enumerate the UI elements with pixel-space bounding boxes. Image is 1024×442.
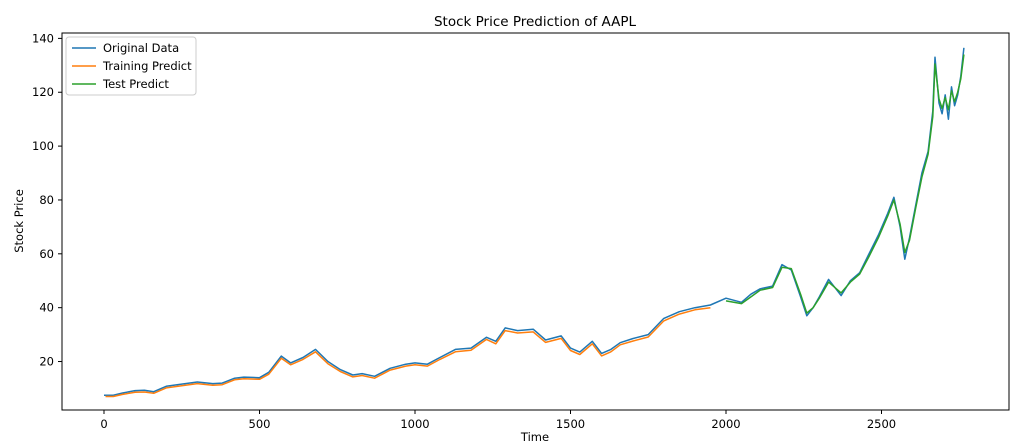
y-tick-label: 40 — [39, 301, 54, 315]
series-line-training-predict — [105, 306, 711, 398]
legend-label-original: Original Data — [103, 41, 179, 55]
y-axis: 20 40 60 80 100 120 140 — [32, 31, 62, 369]
x-tick-label: 0 — [100, 417, 107, 431]
legend-label-test: Test Predict — [102, 77, 169, 91]
plot-lines — [104, 47, 965, 398]
y-axis-title: Stock Price — [12, 189, 26, 253]
legend: Original Data Training Predict Test Pred… — [65, 36, 197, 96]
x-tick-label: 2500 — [867, 417, 896, 431]
x-tick-label: 500 — [249, 417, 271, 431]
series-line-test-predict — [725, 54, 965, 314]
chart-title: Stock Price Prediction of AAPL — [434, 14, 637, 30]
y-tick-label: 100 — [32, 139, 54, 153]
x-axis-title: Time — [520, 430, 549, 442]
y-tick-label: 60 — [39, 247, 54, 261]
x-tick-label: 2000 — [711, 417, 740, 431]
x-tick-label: 1500 — [556, 417, 585, 431]
y-tick-label: 140 — [32, 31, 54, 45]
plot-frame — [61, 32, 1010, 411]
x-tick-label: 1000 — [400, 417, 429, 431]
y-tick-label: 120 — [32, 85, 54, 99]
y-tick-label: 80 — [39, 193, 54, 207]
y-tick-label: 20 — [39, 355, 54, 369]
legend-label-training: Training Predict — [102, 59, 192, 73]
x-axis: 0 500 1000 1500 2000 2500 — [100, 410, 896, 431]
legend-box — [65, 36, 197, 96]
series-line-original-data — [104, 47, 965, 396]
